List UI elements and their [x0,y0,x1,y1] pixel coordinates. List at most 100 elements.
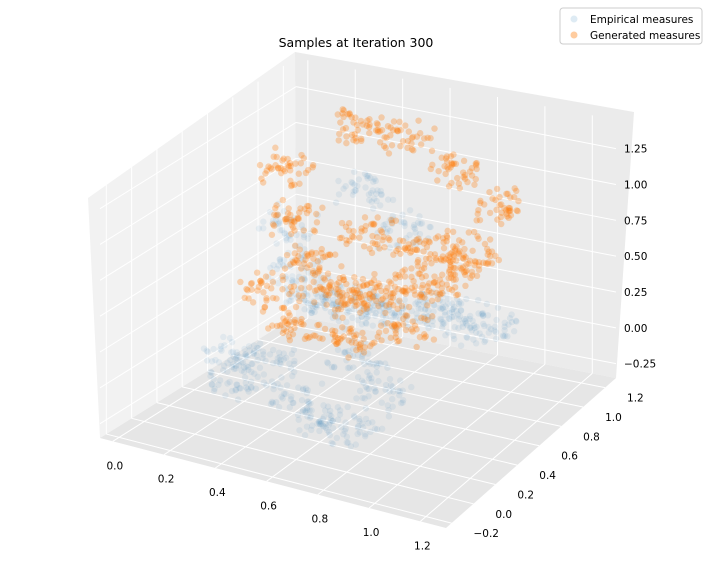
scatter-point [343,237,350,244]
scatter-point [393,247,400,255]
scatter-point [282,317,290,324]
scatter-point [471,257,479,265]
scatter-point [295,384,302,391]
scatter-point [287,236,294,243]
scatter-point [254,356,261,364]
scatter-point [305,202,312,210]
scatter-point [401,219,408,227]
scatter-point [309,267,317,275]
scatter-point [464,322,471,329]
scatter-point [473,165,480,173]
scatter-point [322,291,329,299]
scatter-point [368,198,375,205]
scatter-point [287,167,294,174]
scatter-point [417,141,425,148]
scatter-point [334,338,341,346]
scatter-point [275,404,283,411]
scatter-point [450,160,458,167]
scatter-point [364,301,371,309]
scatter-point [387,280,395,287]
scatter-point [277,258,284,265]
scatter-point [501,326,508,334]
scatter-point [475,266,483,273]
scatter-point [230,365,238,373]
scatter-point [416,238,423,246]
scatter-point [286,318,293,325]
scatter-point [278,321,286,328]
scatter-point [277,384,284,391]
scatter-point [366,296,373,304]
scatter-point [463,295,470,303]
scatter-point [486,209,494,217]
scatter-point [293,277,300,285]
scatter-point [285,216,292,223]
scatter-point [356,341,363,349]
scatter-point [343,139,350,147]
scatter-point [345,219,353,227]
scatter-point [349,352,357,359]
scatter-point [243,285,250,293]
scatter-point [481,240,489,248]
scatter-point [248,286,255,293]
scatter-point [336,234,344,242]
scatter-point [315,321,323,328]
scatter-point [431,301,438,309]
scatter-point [405,303,413,311]
scatter-point [428,260,435,267]
scatter-point [395,285,402,293]
scatter-point [394,127,402,135]
scatter-point [391,322,398,330]
scatter-point [462,254,469,261]
scatter-point [378,425,386,433]
scatter-point [329,417,336,425]
scatter-point [301,335,309,343]
scatter-point [282,235,290,242]
scatter-point [317,274,325,281]
scatter-point [451,284,459,291]
scatter-point [283,215,290,222]
scatter-point [483,245,491,253]
scatter-point [303,290,310,298]
scatter-point [479,312,487,320]
scatter-point [331,333,339,341]
scatter-point [427,251,434,258]
scatter-point [316,283,324,291]
scatter-point [428,289,435,296]
scatter-point [424,302,431,309]
scatter-point [425,280,433,287]
left-pane [88,52,296,438]
scatter-point [397,218,405,225]
scatter-point [418,290,426,298]
scatter-point [344,364,352,372]
scatter-point [300,231,308,238]
scatter-point [503,213,511,220]
scatter-point [338,263,345,270]
scatter-point [269,278,277,286]
scatter-point [373,369,380,376]
scatter-point [259,348,267,355]
scatter-point [356,309,363,316]
scatter-point [326,419,334,426]
scatter-point [348,325,355,332]
scatter-point [355,176,363,183]
scatter-point [286,262,293,269]
scatter-point [465,260,472,267]
scatter-point [498,201,505,208]
scatter-point [450,253,458,260]
scatter-point [463,267,470,274]
scatter-point [249,360,256,368]
scatter-point [243,384,250,391]
scatter-point [263,282,271,290]
scatter-point [411,317,418,325]
scatter-point [378,319,385,326]
scatter-point [361,227,368,234]
scatter-point [288,350,296,358]
scatter-point [390,302,397,309]
scatter-point [373,197,380,205]
scatter-point [388,217,395,224]
scatter-point [414,256,422,264]
scatter-point [345,227,353,234]
scatter-point [313,219,321,226]
scatter-point [386,303,393,311]
